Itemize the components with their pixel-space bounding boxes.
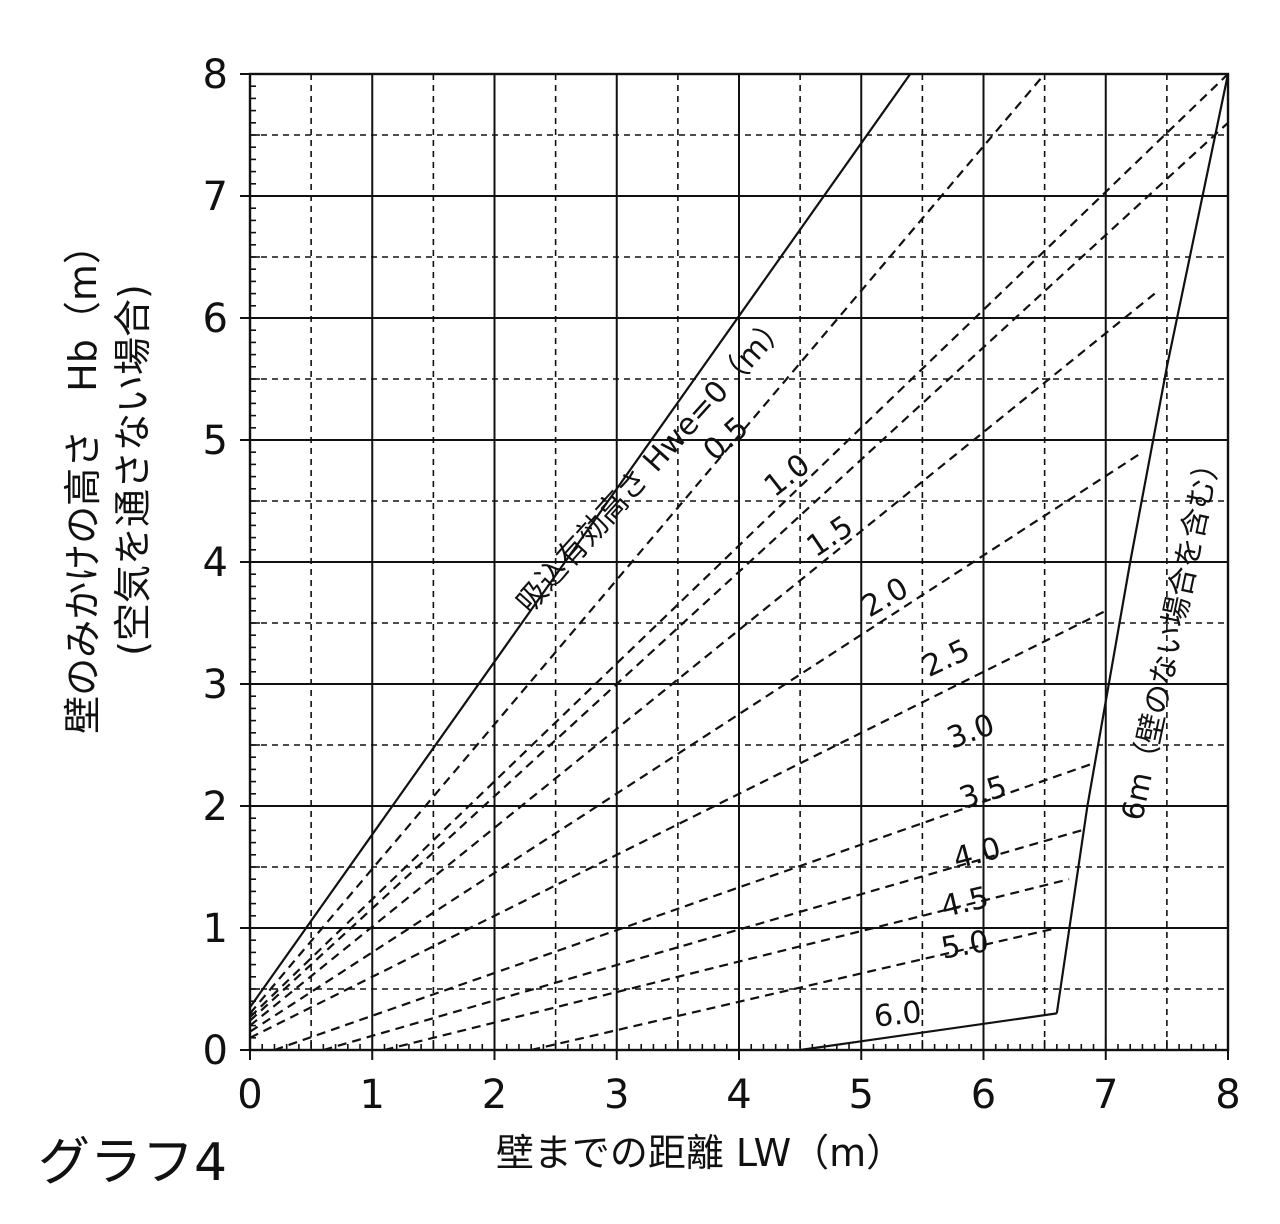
y-tick-label: 6	[203, 296, 228, 342]
series-lines	[249, 73, 1230, 1052]
x-axis-title: 壁までの距離 LW（m）	[496, 1131, 904, 1175]
curve-label-10: 5.0	[938, 924, 991, 967]
y-tick-label: 5	[203, 418, 228, 464]
y-tick-label: 0	[203, 1028, 228, 1074]
curve-label-6: 3.0	[943, 707, 1000, 756]
grid	[249, 73, 1229, 1051]
x-tick-label: 0	[237, 1072, 262, 1118]
series-line-9	[384, 878, 1070, 1052]
y-axis-subtitle: (空気を通さない場合)	[111, 284, 155, 656]
y-tick-label: 4	[203, 540, 228, 586]
curve-label-0: 吸込有効高さ Hwe=0（m）	[510, 308, 796, 620]
x-tick-label: 8	[1215, 1072, 1240, 1118]
x-tick-label: 6	[971, 1072, 996, 1118]
y-tick-label: 7	[203, 174, 228, 220]
curve-label-5: 2.5	[917, 633, 975, 685]
curve-label-8: 4.0	[950, 831, 1005, 877]
curve-label-7: 3.5	[955, 769, 1011, 816]
curve-label-2: 1.0	[758, 447, 817, 504]
x-tick-label: 1	[360, 1072, 385, 1118]
series-line-5	[249, 451, 1143, 1033]
series-line-8	[323, 829, 1082, 1052]
y-tick-label: 2	[203, 784, 228, 830]
x-tick-label: 4	[726, 1072, 751, 1118]
x-tick-label: 5	[849, 1072, 874, 1118]
y-axis-title: 壁のみかけの高さ Hb（m）	[61, 226, 105, 734]
x-tick-label: 7	[1093, 1072, 1118, 1118]
series-line-7	[274, 762, 1094, 1052]
curve-label-12: 6m（壁のない場合を含む）	[1116, 446, 1229, 823]
y-tick-label: 3	[203, 662, 228, 708]
axis-ticks	[240, 73, 1229, 1060]
graph-name: グラフ4	[38, 1133, 227, 1193]
series-line-3	[249, 121, 1229, 1022]
series-line-6	[249, 609, 1107, 1039]
x-tick-label: 3	[604, 1072, 629, 1118]
y-tick-label: 8	[203, 52, 228, 98]
curve-label-11: 6.0	[872, 995, 923, 1035]
curve-label-3: 1.5	[801, 509, 860, 565]
series-line-0	[249, 73, 912, 1008]
x-tick-label: 2	[482, 1072, 507, 1118]
series-line-11	[799, 1012, 1057, 1052]
curve-label-4: 2.0	[856, 571, 915, 625]
tick-labels: 0 1 2 3 4 5 6 7 8 0 1 2 3 4 5 6 7 8	[203, 52, 1241, 1118]
series-line-12	[1055, 73, 1230, 1014]
series-line-1	[249, 73, 1046, 1015]
series-line-2	[249, 73, 1229, 1018]
y-tick-label: 1	[203, 906, 228, 952]
